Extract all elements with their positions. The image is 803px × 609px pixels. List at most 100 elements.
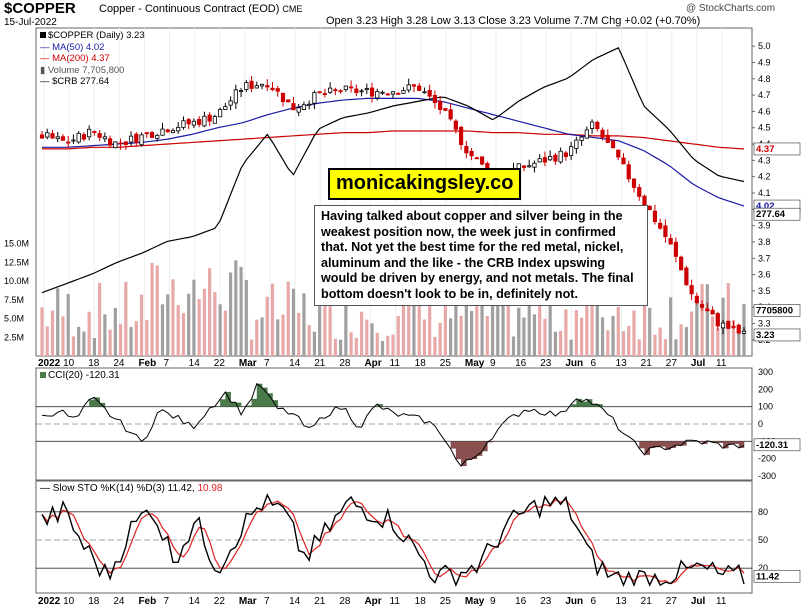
candle-body [390, 91, 396, 95]
volume-bar [276, 319, 280, 356]
candle-body [233, 89, 238, 104]
candle-body [354, 88, 359, 94]
candle-body [720, 322, 726, 329]
tag-cci-box [753, 438, 801, 452]
volume-bar [98, 282, 102, 356]
candle-body [50, 133, 55, 139]
volume-bar [538, 297, 542, 356]
volume-bar [606, 330, 610, 356]
tag-close: 3.23 [756, 330, 775, 341]
volume-bar [359, 311, 364, 356]
candle-body [574, 139, 579, 149]
candle-body [87, 128, 92, 138]
cci-fill-neg [461, 441, 467, 467]
candle-body [76, 132, 81, 143]
x-tick-label: Mar [239, 358, 257, 369]
x-tick-label: 11 [390, 358, 401, 369]
candle-body [443, 108, 448, 111]
volume-bar [459, 315, 463, 356]
volume-bar [218, 304, 222, 356]
cci-fill-neg [670, 441, 677, 448]
cci-fill-pos [246, 405, 252, 407]
candle-body [642, 195, 647, 206]
cci-tick-label: 100 [758, 402, 773, 412]
candle-body [170, 130, 176, 133]
candle-body [600, 129, 605, 138]
volume-bar [407, 296, 411, 356]
cci-fill-pos [230, 402, 237, 407]
candle-body [149, 132, 155, 138]
candle-body [322, 93, 327, 95]
cci-tick-label: -300 [758, 471, 776, 481]
candle-body [715, 313, 720, 327]
candle-body [537, 158, 542, 163]
volume-bar [56, 288, 60, 356]
candle-body [348, 86, 354, 89]
candle-body [223, 106, 228, 110]
cci-fill-neg [654, 441, 661, 447]
candle-body [521, 165, 527, 168]
x-tick-label-bottom: Apr [364, 596, 381, 607]
volume-tick-label: 10.0M [4, 276, 29, 286]
candle-body [380, 91, 385, 94]
volume-tick-label: 5.0M [4, 314, 24, 324]
volume-bar [595, 286, 599, 356]
cci-fill-pos [94, 397, 100, 407]
candle-body [212, 116, 217, 124]
volume-bar [103, 314, 107, 356]
candle-body [605, 134, 610, 143]
price-tick-label: 3.3 [758, 319, 771, 329]
candle-body [364, 88, 369, 91]
candle-body [527, 165, 532, 168]
volume-bar [642, 296, 647, 356]
volume-bar [690, 311, 694, 356]
x-tick-label: 7 [264, 358, 270, 369]
candle-body [45, 132, 50, 138]
volume-bar [339, 339, 343, 356]
volume-bar [684, 327, 688, 356]
volume-bar [286, 281, 290, 356]
price-tick-label: 4.6 [758, 106, 771, 116]
x-tick-label: 23 [540, 358, 552, 369]
x-tick-label: 18 [88, 358, 100, 369]
volume-bar [202, 288, 207, 356]
volume-bar [632, 310, 636, 356]
volume-bar [323, 288, 327, 356]
x-tick-label: 10 [63, 358, 75, 369]
volume-bar [485, 316, 489, 356]
cci-line [41, 382, 745, 467]
candle-body [134, 133, 139, 143]
x-tick-label: 16 [515, 358, 527, 369]
cci-fill-pos [256, 383, 263, 407]
candle-body [726, 320, 731, 329]
volume-bar [616, 306, 620, 356]
tag-volume: 7705800 [756, 305, 793, 316]
volume-bar [139, 294, 144, 356]
legend-ma50: — MA(50) 4.02 [40, 42, 105, 53]
x-tick-label-bottom: Jul [691, 596, 706, 607]
cci-fill-neg [723, 441, 729, 449]
volume-bar [433, 336, 437, 356]
tag-sto-box [753, 569, 801, 583]
volume-bar [150, 262, 154, 356]
volume-bar [543, 318, 547, 356]
candle-body [265, 85, 270, 88]
volume-bar [223, 310, 227, 356]
volume-bar [559, 330, 563, 356]
volume-bar [443, 304, 447, 356]
candle-body [186, 119, 191, 125]
candle-body [710, 309, 715, 315]
volume-bar [517, 307, 521, 356]
cci-fill-pos [251, 398, 258, 407]
volume-bar [365, 319, 369, 356]
candle-body [160, 128, 165, 136]
x-tick-label: 11 [716, 358, 727, 369]
cci-fill-pos [377, 404, 383, 407]
volume-bar [401, 295, 406, 356]
legend-ma50-text: MA(50) 4.02 [52, 42, 105, 53]
x-tick-label-bottom: 23 [540, 596, 552, 607]
volume-bar [611, 315, 615, 356]
x-tick-label: 13 [616, 358, 628, 369]
legend-ma200: — MA(200) 4.37 [40, 53, 110, 64]
volume-bar [380, 340, 385, 356]
